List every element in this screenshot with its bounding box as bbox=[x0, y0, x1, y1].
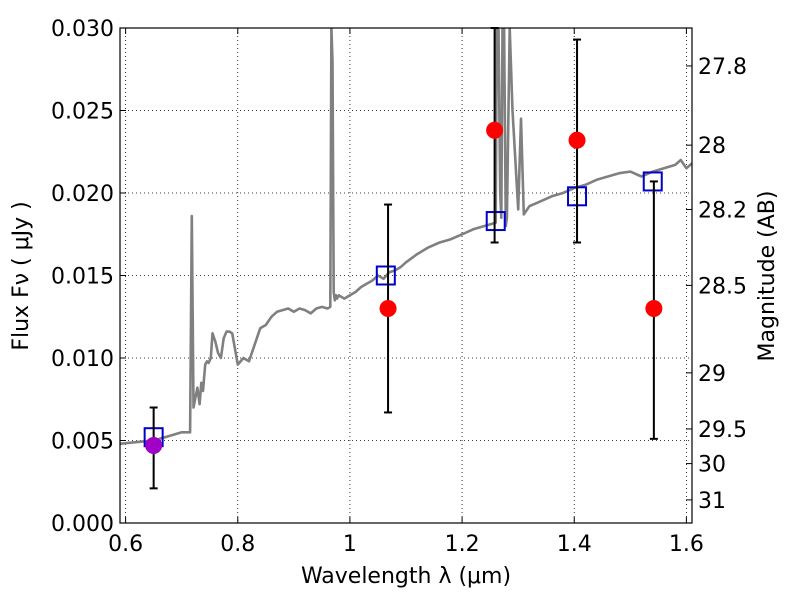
x-tick-label: 1.6 bbox=[669, 532, 704, 557]
y-tick-label: 0.005 bbox=[51, 430, 114, 455]
x-tick-label: 1.2 bbox=[445, 532, 480, 557]
y-tick-label: 0.000 bbox=[51, 512, 114, 537]
model-flux-square bbox=[642, 171, 663, 192]
observed-flux-point bbox=[145, 436, 163, 454]
observed-flux-point bbox=[568, 131, 586, 149]
y2-tick-label: 30 bbox=[698, 453, 726, 478]
y2-tick-label: 29 bbox=[698, 362, 726, 387]
x-axis-title: Wavelength λ (μm) bbox=[301, 564, 511, 589]
y-tick-label: 0.020 bbox=[51, 182, 114, 207]
y2-tick-label: 29.5 bbox=[698, 418, 747, 443]
y2-tick-label: 28.5 bbox=[698, 274, 747, 299]
x-tick-label: 0.8 bbox=[220, 532, 255, 557]
data-layer bbox=[120, 28, 692, 446]
x-tick-label: 1 bbox=[343, 532, 357, 557]
marker-layer bbox=[143, 27, 663, 490]
y2-axis-title: Magnitude (AB) bbox=[755, 191, 780, 362]
y-tick-label: 0.025 bbox=[51, 100, 114, 125]
spectrum-line bbox=[120, 28, 692, 446]
x-tick-label: 0.6 bbox=[108, 532, 143, 557]
observed-flux-point bbox=[486, 121, 504, 139]
y2-tick-label: 28.2 bbox=[698, 199, 747, 224]
model-flux-square bbox=[485, 211, 506, 232]
y-tick-label: 0.030 bbox=[51, 17, 114, 42]
y-axis-title: Flux Fν ( μJy ) bbox=[9, 201, 34, 350]
y2-tick-label: 31 bbox=[698, 489, 726, 514]
y-tick-label: 0.015 bbox=[51, 265, 114, 290]
x-tick-label: 1.4 bbox=[557, 532, 592, 557]
y2-tick-label: 28 bbox=[698, 134, 726, 159]
y2-tick-label: 27.8 bbox=[698, 55, 747, 80]
observed-flux-point bbox=[645, 300, 663, 317]
observed-flux-point bbox=[379, 300, 397, 317]
model-flux-square bbox=[375, 265, 396, 286]
y-tick-label: 0.010 bbox=[51, 347, 114, 372]
tick-layer: 0.6 0.8 1 1.2 1.4 1.6 0.000 0.005 0.010 0.015 0.02… bbox=[51, 17, 747, 557]
